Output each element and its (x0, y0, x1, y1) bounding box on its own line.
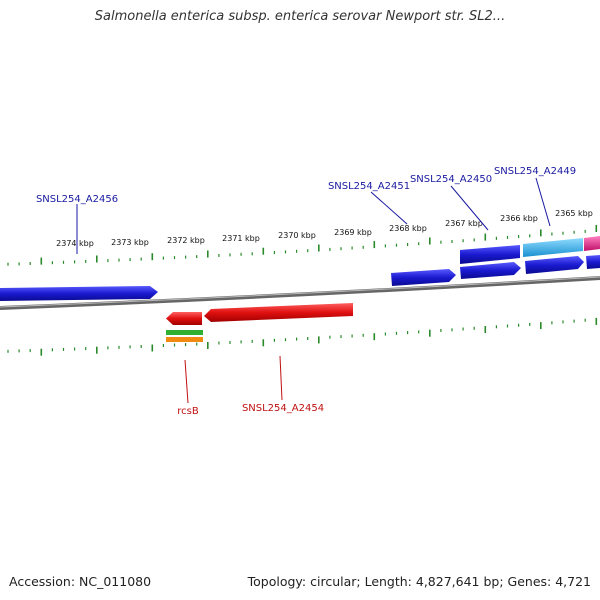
gene-label-SNSL254_A2456[interactable]: SNSL254_A2456 (36, 194, 118, 205)
tick-label-2368: 2368 kbp (389, 224, 427, 233)
tick-label-2373: 2373 kbp (111, 238, 149, 247)
gene-SNSL254_A2450[interactable] (460, 245, 520, 264)
tick-label-2369: 2369 kbp (334, 228, 372, 237)
forward-strand-genes (0, 236, 600, 301)
tick-label-2365: 2365 kbp (555, 209, 593, 218)
tick-label-2372: 2372 kbp (167, 236, 205, 245)
genome-summary-text: Topology: circular; Length: 4,827,641 bp… (247, 574, 591, 589)
accession-text: Accession: NC_011080 (9, 574, 152, 589)
tick-label-2371: 2371 kbp (222, 234, 260, 243)
callout-line-A2451 (370, 191, 408, 225)
genome-backbone (0, 276, 600, 310)
tick-label-2374: 2374 kbp (56, 239, 94, 248)
gene-cyan-feature[interactable] (523, 238, 583, 257)
callout-line-A2454 (279, 355, 283, 401)
gene-label-SNSL254_A2451[interactable]: SNSL254_A2451 (328, 181, 410, 192)
gene-second-row-3[interactable] (586, 255, 600, 269)
reverse-strand-genes (166, 303, 353, 342)
tick-label-2370: 2370 kbp (278, 231, 316, 240)
map-title: Salmonella enterica subsp. enterica sero… (94, 9, 506, 24)
tick-label-2367: 2367 kbp (445, 219, 483, 228)
gene-magenta-feature[interactable] (584, 236, 600, 251)
gene-rcsB[interactable] (166, 312, 202, 325)
upper-tick-ruler (7, 225, 598, 266)
gene-label-SNSL254_A2450[interactable]: SNSL254_A2450 (410, 174, 492, 185)
feature-orange-bar[interactable] (166, 337, 203, 342)
feature-green-bar[interactable] (166, 330, 203, 335)
gene-SNSL254_A2451[interactable] (391, 269, 456, 286)
tick-labels: 2374 kbp 2373 kbp 2372 kbp 2371 kbp 2370… (56, 209, 593, 248)
label-callouts (76, 177, 551, 404)
gene-label-rcsB[interactable]: rcsB (177, 406, 199, 417)
genome-backbone-highlight (0, 276, 600, 308)
gene-second-row-2[interactable] (525, 256, 584, 274)
callout-line-rcsB (184, 359, 189, 404)
callout-line-A2449 (535, 177, 551, 227)
gene-SNSL254_A2454[interactable] (204, 303, 353, 322)
gene-labels: SNSL254_A2456 SNSL254_A2451 SNSL254_A245… (36, 166, 576, 417)
lower-tick-ruler (7, 317, 598, 356)
gene-SNSL254_A2456[interactable] (0, 286, 158, 301)
gene-second-row-1[interactable] (460, 262, 521, 279)
callout-line-A2450 (450, 185, 489, 231)
gene-label-SNSL254_A2449[interactable]: SNSL254_A2449 (494, 166, 576, 177)
gene-label-SNSL254_A2454[interactable]: SNSL254_A2454 (242, 403, 324, 414)
tick-label-2366: 2366 kbp (500, 214, 538, 223)
